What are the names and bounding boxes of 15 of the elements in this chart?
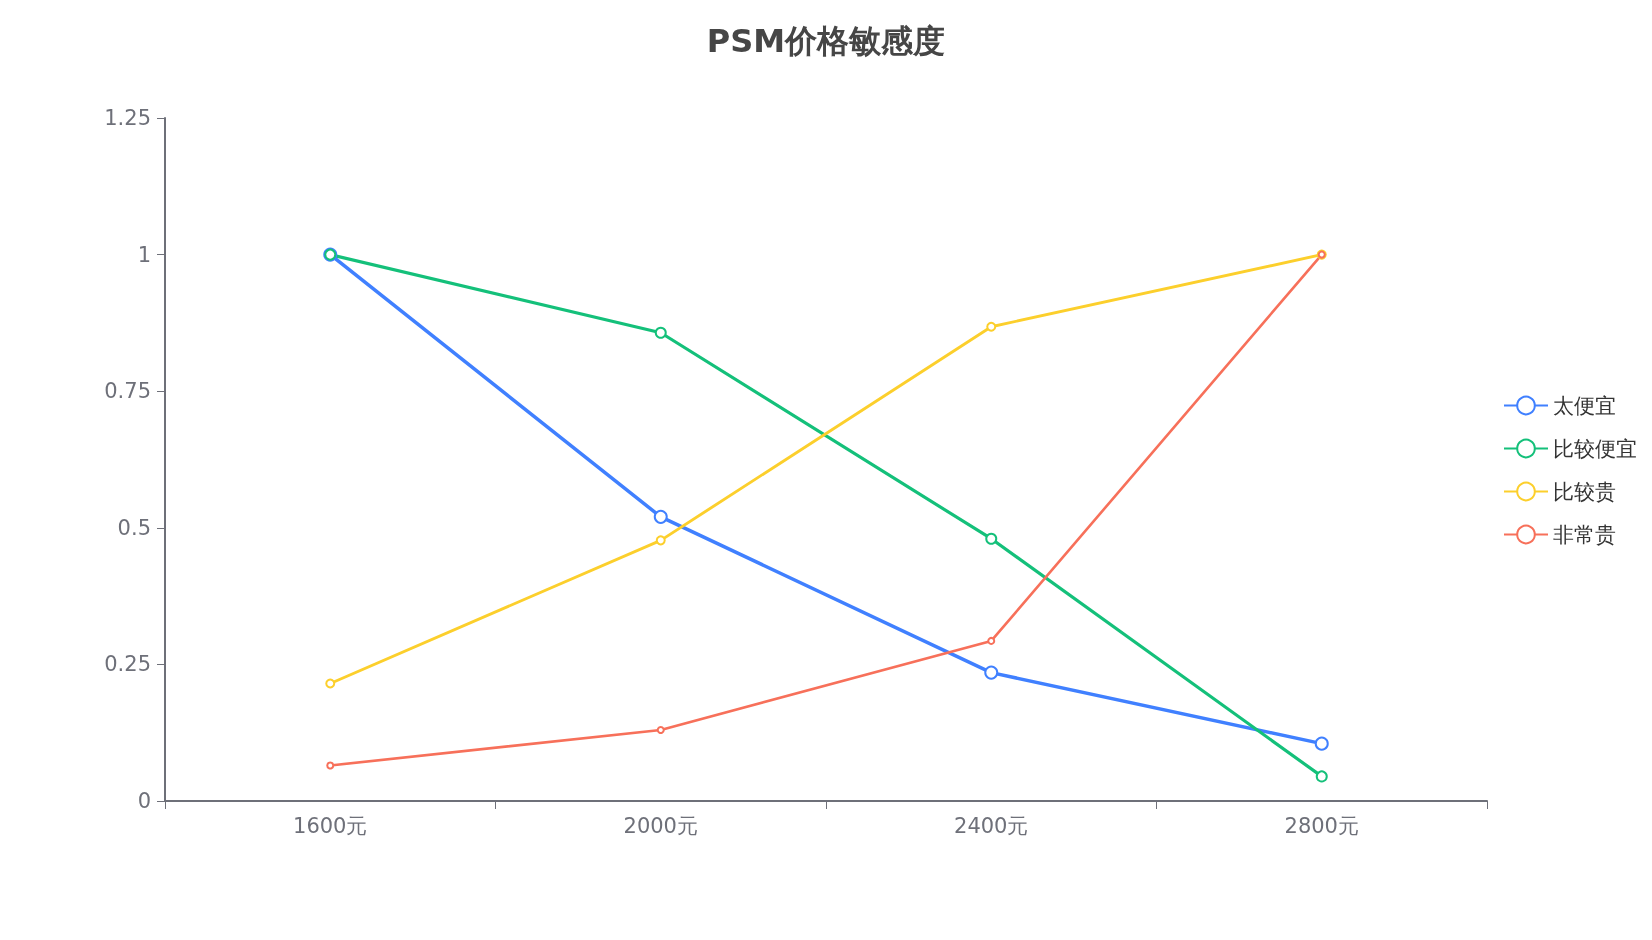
- y-tick-label: 0.75: [104, 379, 151, 404]
- chart-title: PSM价格敏感度: [706, 22, 946, 60]
- legend-label: 比较贵: [1553, 479, 1616, 504]
- y-tick-label: 1.25: [104, 106, 151, 130]
- x-tick-label: 2400元: [954, 813, 1029, 838]
- x-tick-label: 2800元: [1284, 813, 1359, 838]
- y-tick-label: 0.5: [117, 515, 151, 540]
- y-tick-label: 1: [137, 242, 151, 267]
- legend-label: 太便宜: [1553, 393, 1616, 418]
- legend-label: 比较便宜: [1553, 436, 1637, 461]
- x-tick-label: 1600元: [293, 813, 368, 838]
- y-tick-label: 0.25: [104, 652, 151, 677]
- x-tick-label: 2000元: [623, 813, 698, 838]
- legend-label: 非常贵: [1553, 522, 1616, 547]
- y-tick-label: 0: [137, 789, 151, 813]
